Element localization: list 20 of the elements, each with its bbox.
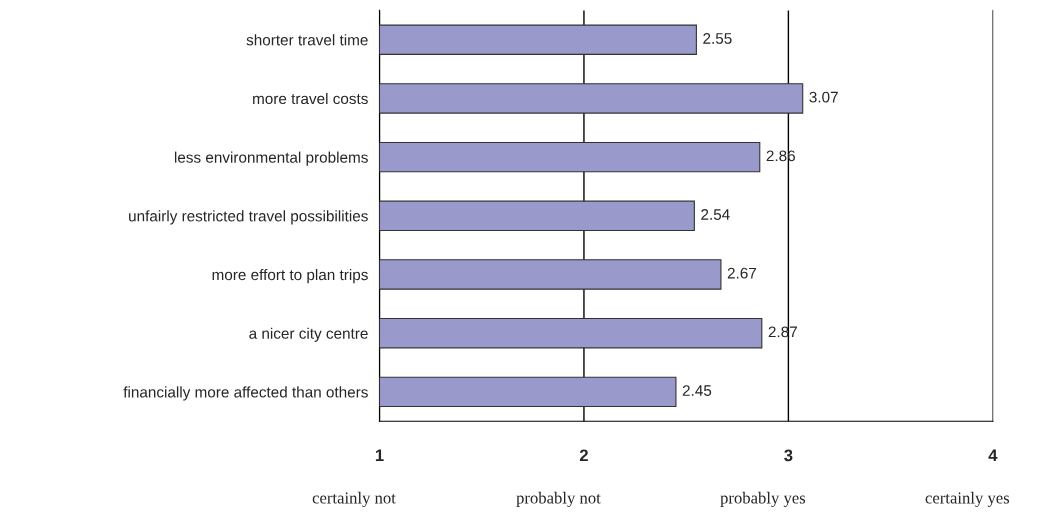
y-tick-label: a nicer city centre [249,327,368,342]
text: probably yes [720,491,806,507]
y-tick-label: more travel costs [253,92,368,105]
y-tick-label: shorter travel time [246,34,368,46]
x-tick-label: 4 [988,449,998,462]
x-tick-label: 2 [579,449,588,462]
y-tick-label: unfairly restricted travel possibilities [129,210,368,225]
data-label: 2.54 [701,209,730,220]
x-tick-label: 1 [375,449,384,462]
data-label: 2.45 [682,385,712,396]
text: certainly not [312,491,396,507]
data-label: 2.67 [727,267,757,279]
y-tick-label: more effort to plan trips [212,268,368,284]
y-tick-label: less environmental problems [174,151,368,166]
y-tick-label: financially more affected than others [123,386,368,401]
text: certainly yes [925,491,1010,507]
data-label: 2.55 [703,33,732,44]
data-label: 3.07 [809,91,838,103]
x-tick-label: 3 [784,449,793,462]
text: probably not [516,491,601,507]
